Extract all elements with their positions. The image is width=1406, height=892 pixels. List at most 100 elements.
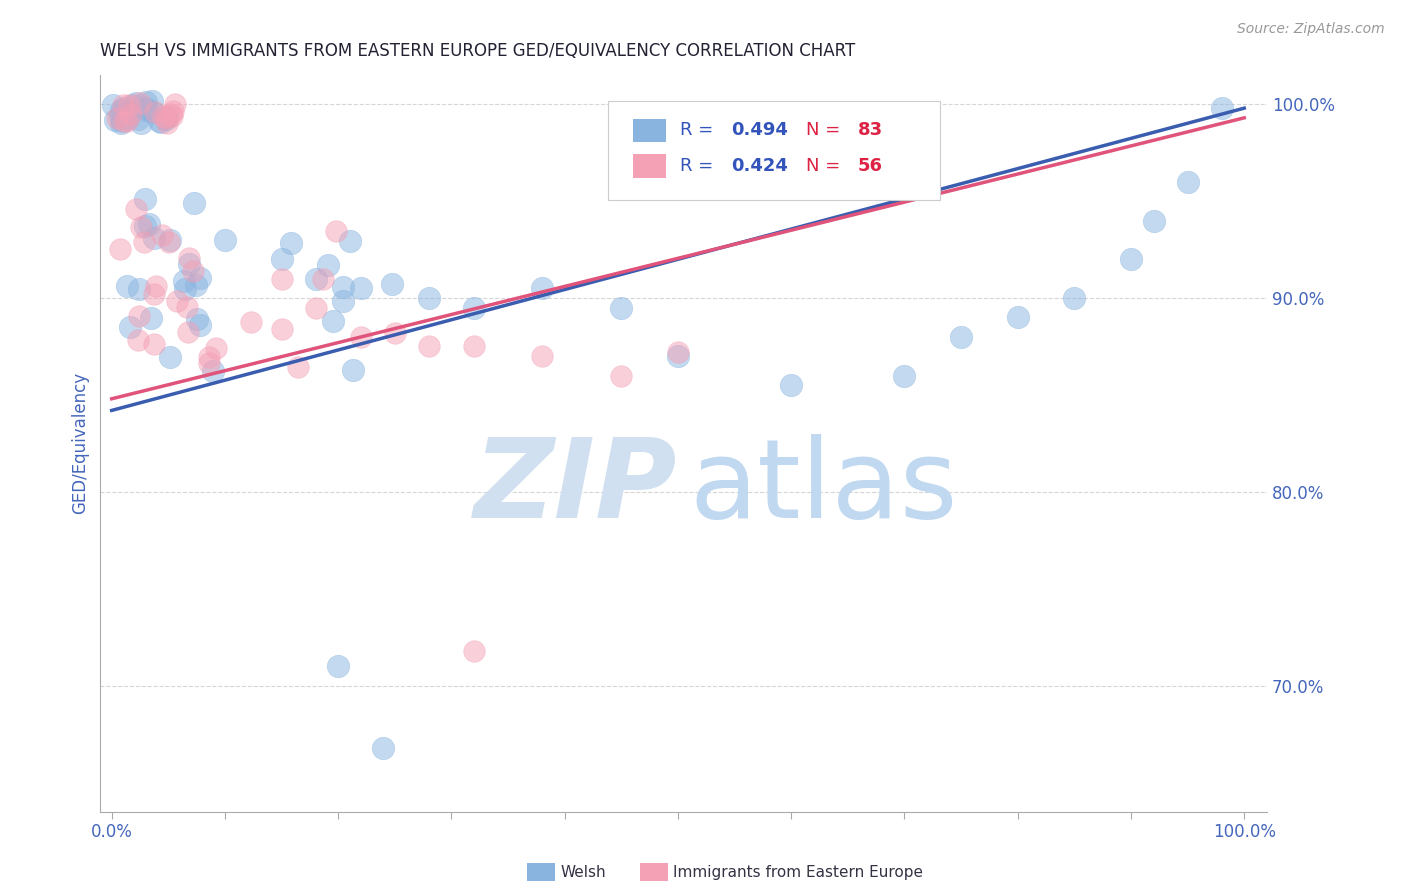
Point	[304, 301, 326, 315]
Point	[118, 105, 141, 120]
Text: N =: N =	[806, 121, 846, 139]
Point	[127, 112, 149, 127]
Point	[135, 101, 157, 115]
Point	[176, 301, 198, 315]
Point	[117, 111, 139, 125]
Point	[135, 95, 157, 109]
Text: 0.494: 0.494	[731, 121, 789, 139]
Point	[131, 116, 153, 130]
Point	[120, 106, 142, 120]
Point	[311, 272, 333, 286]
Point	[350, 281, 373, 295]
Point	[198, 355, 221, 369]
Point	[134, 192, 156, 206]
Point	[666, 345, 689, 359]
Point	[666, 349, 689, 363]
Point	[610, 301, 633, 315]
Point	[118, 320, 141, 334]
Point	[149, 115, 172, 129]
Point	[111, 97, 134, 112]
Point	[145, 279, 167, 293]
Point	[463, 339, 485, 353]
Point	[111, 106, 134, 120]
Point	[1143, 213, 1166, 227]
Point	[152, 109, 174, 123]
Y-axis label: GED/Equivalency: GED/Equivalency	[72, 372, 89, 515]
Text: Immigrants from Eastern Europe: Immigrants from Eastern Europe	[673, 865, 924, 880]
Text: Source: ZipAtlas.com: Source: ZipAtlas.com	[1237, 22, 1385, 37]
Point	[155, 116, 177, 130]
Point	[328, 659, 350, 673]
Point	[122, 98, 145, 112]
Point	[893, 368, 915, 383]
Point	[531, 281, 554, 295]
Point	[1211, 101, 1233, 115]
Point	[101, 98, 124, 112]
Point	[150, 227, 173, 242]
Text: N =: N =	[806, 157, 846, 175]
Point	[177, 257, 200, 271]
Point	[418, 291, 440, 305]
Point	[287, 359, 309, 374]
Text: 0.424: 0.424	[731, 157, 789, 175]
Point	[463, 301, 485, 315]
Point	[381, 277, 404, 292]
Point	[159, 233, 181, 247]
Point	[155, 110, 177, 124]
Point	[128, 95, 150, 110]
Point	[173, 274, 195, 288]
Point	[105, 112, 128, 126]
Point	[342, 363, 364, 377]
Point	[141, 94, 163, 108]
Point	[188, 318, 211, 333]
Text: 83: 83	[858, 121, 883, 139]
Point	[184, 278, 207, 293]
Point	[143, 336, 166, 351]
Point	[125, 95, 148, 110]
Text: R =: R =	[681, 121, 718, 139]
Point	[134, 219, 156, 234]
Point	[1119, 252, 1142, 267]
Point	[214, 233, 236, 247]
Point	[155, 112, 177, 126]
Point	[142, 231, 165, 245]
Point	[188, 270, 211, 285]
Point	[112, 113, 135, 128]
Point	[117, 98, 139, 112]
Bar	[634, 119, 666, 142]
Point	[177, 251, 200, 265]
Point	[270, 252, 292, 267]
Point	[166, 293, 188, 308]
Point	[143, 104, 166, 119]
Point	[110, 115, 132, 129]
Point	[418, 339, 440, 353]
Point	[384, 326, 406, 340]
Point	[127, 333, 149, 347]
Point	[339, 234, 361, 248]
Point	[142, 286, 165, 301]
Point	[157, 235, 180, 250]
Point	[135, 103, 157, 117]
Point	[1007, 310, 1029, 325]
Point	[202, 364, 225, 378]
Text: Welsh: Welsh	[561, 865, 606, 880]
Point	[159, 350, 181, 364]
Point	[186, 311, 208, 326]
Point	[325, 224, 347, 238]
Point	[280, 235, 302, 250]
Point	[373, 740, 395, 755]
Point	[1177, 175, 1199, 189]
Point	[132, 235, 155, 249]
Point	[141, 311, 163, 326]
Point	[332, 293, 354, 308]
Point	[138, 217, 160, 231]
Point	[332, 280, 354, 294]
FancyBboxPatch shape	[607, 101, 941, 201]
Point	[162, 104, 184, 119]
Point	[155, 112, 177, 126]
Point	[115, 279, 138, 293]
Text: atlas: atlas	[689, 434, 957, 541]
Text: WELSH VS IMMIGRANTS FROM EASTERN EUROPE GED/EQUIVALENCY CORRELATION CHART: WELSH VS IMMIGRANTS FROM EASTERN EUROPE …	[100, 42, 856, 60]
Point	[271, 322, 294, 336]
Point	[129, 219, 152, 234]
